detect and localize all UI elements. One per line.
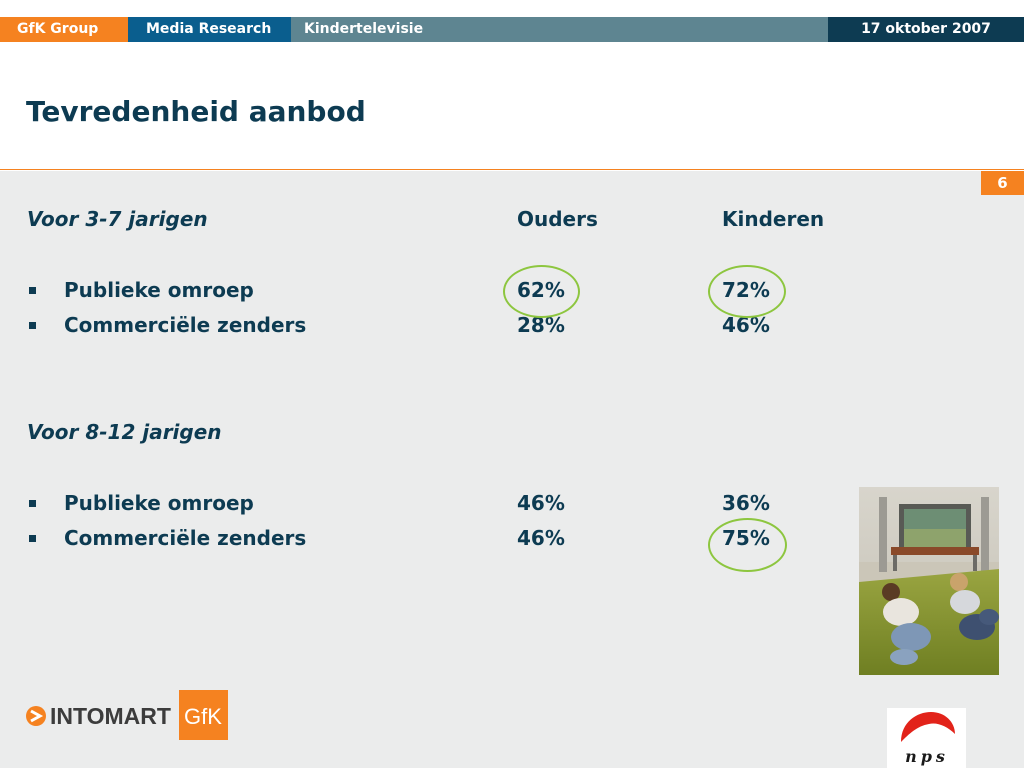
value-children: 36% <box>722 491 770 515</box>
header-brand: GfK Group <box>0 17 128 42</box>
nps-wordmark: nps <box>905 747 949 766</box>
row-label: Commerciële zenders <box>64 313 307 337</box>
header-topic: Kindertelevisie <box>291 17 828 42</box>
column-header-parents: Ouders <box>517 207 598 231</box>
highlight-circle <box>708 518 787 572</box>
row-label: Commerciële zenders <box>64 526 307 550</box>
column-header-children: Kinderen <box>722 207 825 231</box>
square-bullet-icon <box>29 500 36 507</box>
value-parents: 46% <box>517 491 565 515</box>
header-bar: GfK Group Media Research Kindertelevisie… <box>0 17 1024 42</box>
row-label: Publieke omroep <box>64 491 254 515</box>
content-panel <box>0 171 1024 768</box>
intomart-gfk-logo: INTOMART GfK <box>24 690 230 740</box>
header-section: Media Research <box>128 17 291 42</box>
square-bullet-icon <box>29 322 36 329</box>
highlight-circle <box>708 265 786 318</box>
gfk-wordmark: GfK <box>184 704 222 729</box>
highlight-circle <box>503 265 580 318</box>
group-label-8-12: Voor 8-12 jarigen <box>27 420 222 444</box>
nps-logo: nps <box>887 708 966 768</box>
row-label: Publieke omroep <box>64 278 254 302</box>
square-bullet-icon <box>29 287 36 294</box>
children-watching-tv-photo <box>859 487 999 675</box>
group-label-3-7: Voor 3-7 jarigen <box>27 207 208 231</box>
value-parents: 46% <box>517 526 565 550</box>
page-number: 6 <box>981 171 1024 195</box>
intomart-wordmark: INTOMART <box>50 703 171 729</box>
title-area: Tevredenheid aanbod <box>0 42 1024 170</box>
header-date: 17 oktober 2007 <box>828 17 1024 42</box>
square-bullet-icon <box>29 535 36 542</box>
slide-title: Tevredenheid aanbod <box>26 95 366 128</box>
